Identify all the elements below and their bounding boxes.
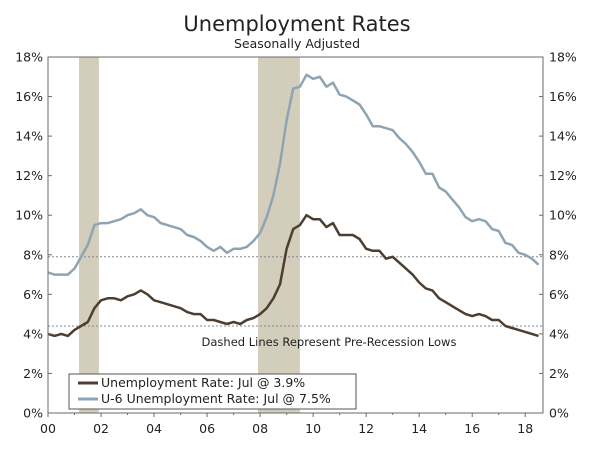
y-axis-ticks: 0% 0% 2% 2% 4% 4% 6% 6% 8% 8% 10% 10% 12% 12% 14% 14% 16… <box>15 50 577 421</box>
x-tick-label: 12 <box>358 421 374 436</box>
legend: Unemployment Rate: Jul @ 3.9% U-6 Unempl… <box>68 373 357 410</box>
x-tick-label: 16 <box>464 421 480 436</box>
recession-band-1 <box>257 57 300 413</box>
chart-subtitle: Seasonally Adjusted <box>234 36 360 51</box>
y-tick-label-left: 14% <box>15 129 43 144</box>
legend-box <box>68 373 357 410</box>
x-tick-label: 06 <box>199 421 215 436</box>
series-line-u6 <box>47 73 540 276</box>
y-tick-label-left: 6% <box>23 287 43 302</box>
recession-band-0 <box>79 57 99 413</box>
y-tick-label-left: 4% <box>23 326 43 341</box>
y-tick-label-left: 12% <box>15 168 43 183</box>
y-tick-label-right: 4% <box>549 326 569 341</box>
chart-title: Unemployment Rates <box>183 12 410 36</box>
y-tick-label-left: 8% <box>23 247 43 262</box>
y-tick-label-left: 0% <box>23 406 43 421</box>
legend-label-u6: U-6 Unemployment Rate: Jul @ 7.5% <box>101 391 331 406</box>
y-tick-label-right: 8% <box>549 247 569 262</box>
x-tick-label: 02 <box>93 421 109 436</box>
series-lines <box>47 73 540 338</box>
plot-frame <box>47 56 544 414</box>
y-tick-label-left: 10% <box>15 208 43 223</box>
y-tick-label-right: 6% <box>549 287 569 302</box>
x-axis-ticks: 00 02 04 06 08 10 12 14 16 18 <box>40 413 533 436</box>
x-tick-label: 18 <box>517 421 533 436</box>
y-tick-label-left: 18% <box>15 50 43 65</box>
x-tick-label: 04 <box>146 421 162 436</box>
y-tick-label-right: 14% <box>549 129 577 144</box>
x-tick-label: 08 <box>252 421 268 436</box>
y-tick-label-left: 16% <box>15 89 43 104</box>
annotation-text: Dashed Lines Represent Pre-Recession Low… <box>202 335 457 349</box>
y-tick-label-right: 0% <box>549 406 569 421</box>
y-tick-label-right: 18% <box>549 50 577 65</box>
series-line-unemployment <box>47 213 539 338</box>
x-tick-label: 14 <box>411 421 427 436</box>
x-tick-label: 10 <box>305 421 321 436</box>
y-tick-label-right: 16% <box>549 89 577 104</box>
y-tick-label-right: 12% <box>549 168 577 183</box>
x-tick-label: 00 <box>40 421 56 436</box>
y-tick-label-right: 2% <box>549 366 569 381</box>
y-tick-label-right: 10% <box>549 208 577 223</box>
y-tick-label-left: 2% <box>23 366 43 381</box>
reference-lines <box>48 256 543 327</box>
legend-label-unemployment: Unemployment Rate: Jul @ 3.9% <box>101 375 305 390</box>
